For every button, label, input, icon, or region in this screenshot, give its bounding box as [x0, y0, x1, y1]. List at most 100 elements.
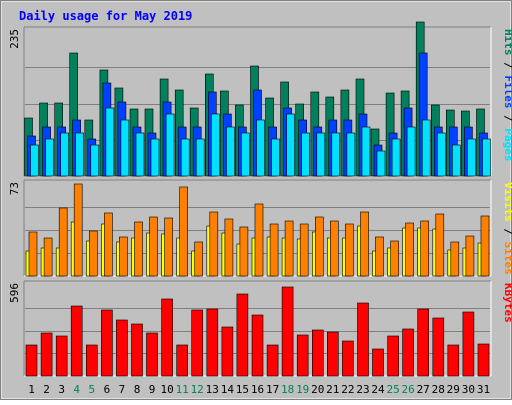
pages-bar — [90, 144, 100, 177]
pages-bar — [271, 138, 280, 177]
sites-bar — [390, 240, 399, 277]
panel-axis-label: KBytes — [502, 283, 512, 323]
sites-bar — [89, 230, 98, 277]
kbytes-bar — [176, 344, 188, 377]
kbytes-bar — [86, 344, 98, 377]
axis-label-hits: Hits — [502, 29, 512, 56]
pages-bar — [421, 119, 431, 177]
pages-bar — [30, 144, 39, 177]
x-tick-label: 3 — [58, 383, 65, 396]
x-tick-label: 12 — [191, 383, 204, 396]
x-tick-label: 31 — [477, 383, 490, 396]
sites-bar — [314, 216, 324, 277]
x-tick-label: 10 — [160, 383, 173, 396]
kbytes-bar — [311, 329, 324, 377]
kbytes-bar — [387, 335, 399, 377]
visits-panel: 73 Visits / Sites — [8, 179, 512, 277]
axis-label-sites: Sites — [502, 242, 512, 275]
pages-bar — [241, 132, 250, 177]
pages-bar — [135, 132, 145, 177]
x-tick-label: 27 — [417, 383, 430, 396]
x-tick-label: 17 — [266, 383, 279, 396]
x-tick-label: 21 — [326, 383, 339, 396]
kbytes-bar — [477, 343, 490, 377]
sites-bar — [194, 241, 203, 277]
kbytes-bar — [417, 308, 430, 377]
sites-bar — [43, 237, 53, 277]
kbytes-bar — [191, 309, 203, 377]
sites-bar — [360, 211, 369, 277]
sites-bar — [329, 220, 339, 277]
kbytes-bar — [206, 308, 219, 377]
pages-bar — [361, 126, 371, 177]
sites-bar — [73, 183, 83, 277]
x-tick-label: 19 — [296, 383, 309, 396]
x-tick-label: 29 — [447, 383, 460, 396]
kbytes-bar — [25, 344, 38, 377]
panel-axis-label: Visits / Sites — [502, 182, 512, 275]
y-max-label: 596 — [8, 283, 21, 303]
sites-bar — [239, 226, 249, 277]
pages-bar — [467, 138, 476, 177]
pages-bar — [391, 138, 401, 177]
kbytes-bar — [221, 326, 234, 377]
x-tick-label: 14 — [221, 383, 235, 396]
sites-bar — [119, 236, 128, 277]
pages-bar — [226, 126, 235, 177]
kbytes-bar — [266, 344, 279, 377]
kbytes-bar — [161, 298, 173, 377]
kbytes-bar — [402, 328, 414, 377]
kbytes-bar — [146, 332, 158, 377]
pages-bar — [165, 113, 175, 177]
sites-bar — [375, 236, 384, 277]
kbytes-bar — [101, 309, 113, 377]
sites-bar — [209, 211, 219, 277]
x-tick-label: 26 — [401, 383, 414, 396]
kbytes-bar — [236, 293, 249, 377]
sites-bar — [420, 220, 430, 277]
kbytes-bar — [372, 348, 384, 377]
y-max-label: 235 — [8, 29, 21, 49]
x-tick-label: 23 — [356, 383, 369, 396]
axis-label-kbytes: KBytes — [502, 283, 512, 323]
sites-bar — [224, 218, 234, 277]
pages-bar — [316, 132, 326, 177]
sites-bar — [104, 212, 113, 277]
sites-bar — [164, 217, 173, 277]
kbytes-bar — [296, 334, 309, 377]
kbytes-bar — [357, 302, 369, 377]
pages-bar — [75, 132, 84, 177]
sites-bar — [28, 231, 38, 277]
x-tick-label: 16 — [251, 383, 264, 396]
panels-layer: 235 Hits / Files / Pages 73 Visits / Sites 5… — [8, 21, 512, 377]
x-tick-label: 4 — [73, 383, 80, 396]
kbytes-bar — [131, 323, 143, 377]
x-tick-label: 13 — [206, 383, 219, 396]
pages-bar — [331, 132, 341, 177]
kbytes-bar — [116, 319, 128, 377]
pages-bar — [120, 119, 130, 177]
pages-bar — [451, 144, 461, 177]
kbytes-bar — [326, 331, 339, 377]
pages-bar — [195, 138, 205, 177]
sites-bar — [134, 221, 143, 277]
x-tick-label: 15 — [236, 383, 249, 396]
pages-bar — [286, 113, 295, 177]
pages-bar — [436, 132, 446, 177]
x-tick-label: 2 — [43, 383, 50, 396]
kbytes-bar — [55, 335, 68, 377]
pages-bar — [180, 138, 190, 177]
kbytes-bar — [462, 311, 475, 377]
pages-bar — [211, 113, 220, 177]
x-tick-label: 8 — [134, 383, 141, 396]
sites-bar — [345, 223, 354, 277]
x-tick-label: 18 — [281, 383, 294, 396]
x-tick-label: 28 — [432, 383, 445, 396]
x-tick-label: 5 — [88, 383, 95, 396]
x-tick-label: 30 — [462, 383, 475, 396]
sites-bar — [58, 207, 68, 277]
sites-bar — [179, 186, 188, 277]
pages-bar — [346, 132, 356, 177]
kbytes-bar — [281, 286, 294, 377]
